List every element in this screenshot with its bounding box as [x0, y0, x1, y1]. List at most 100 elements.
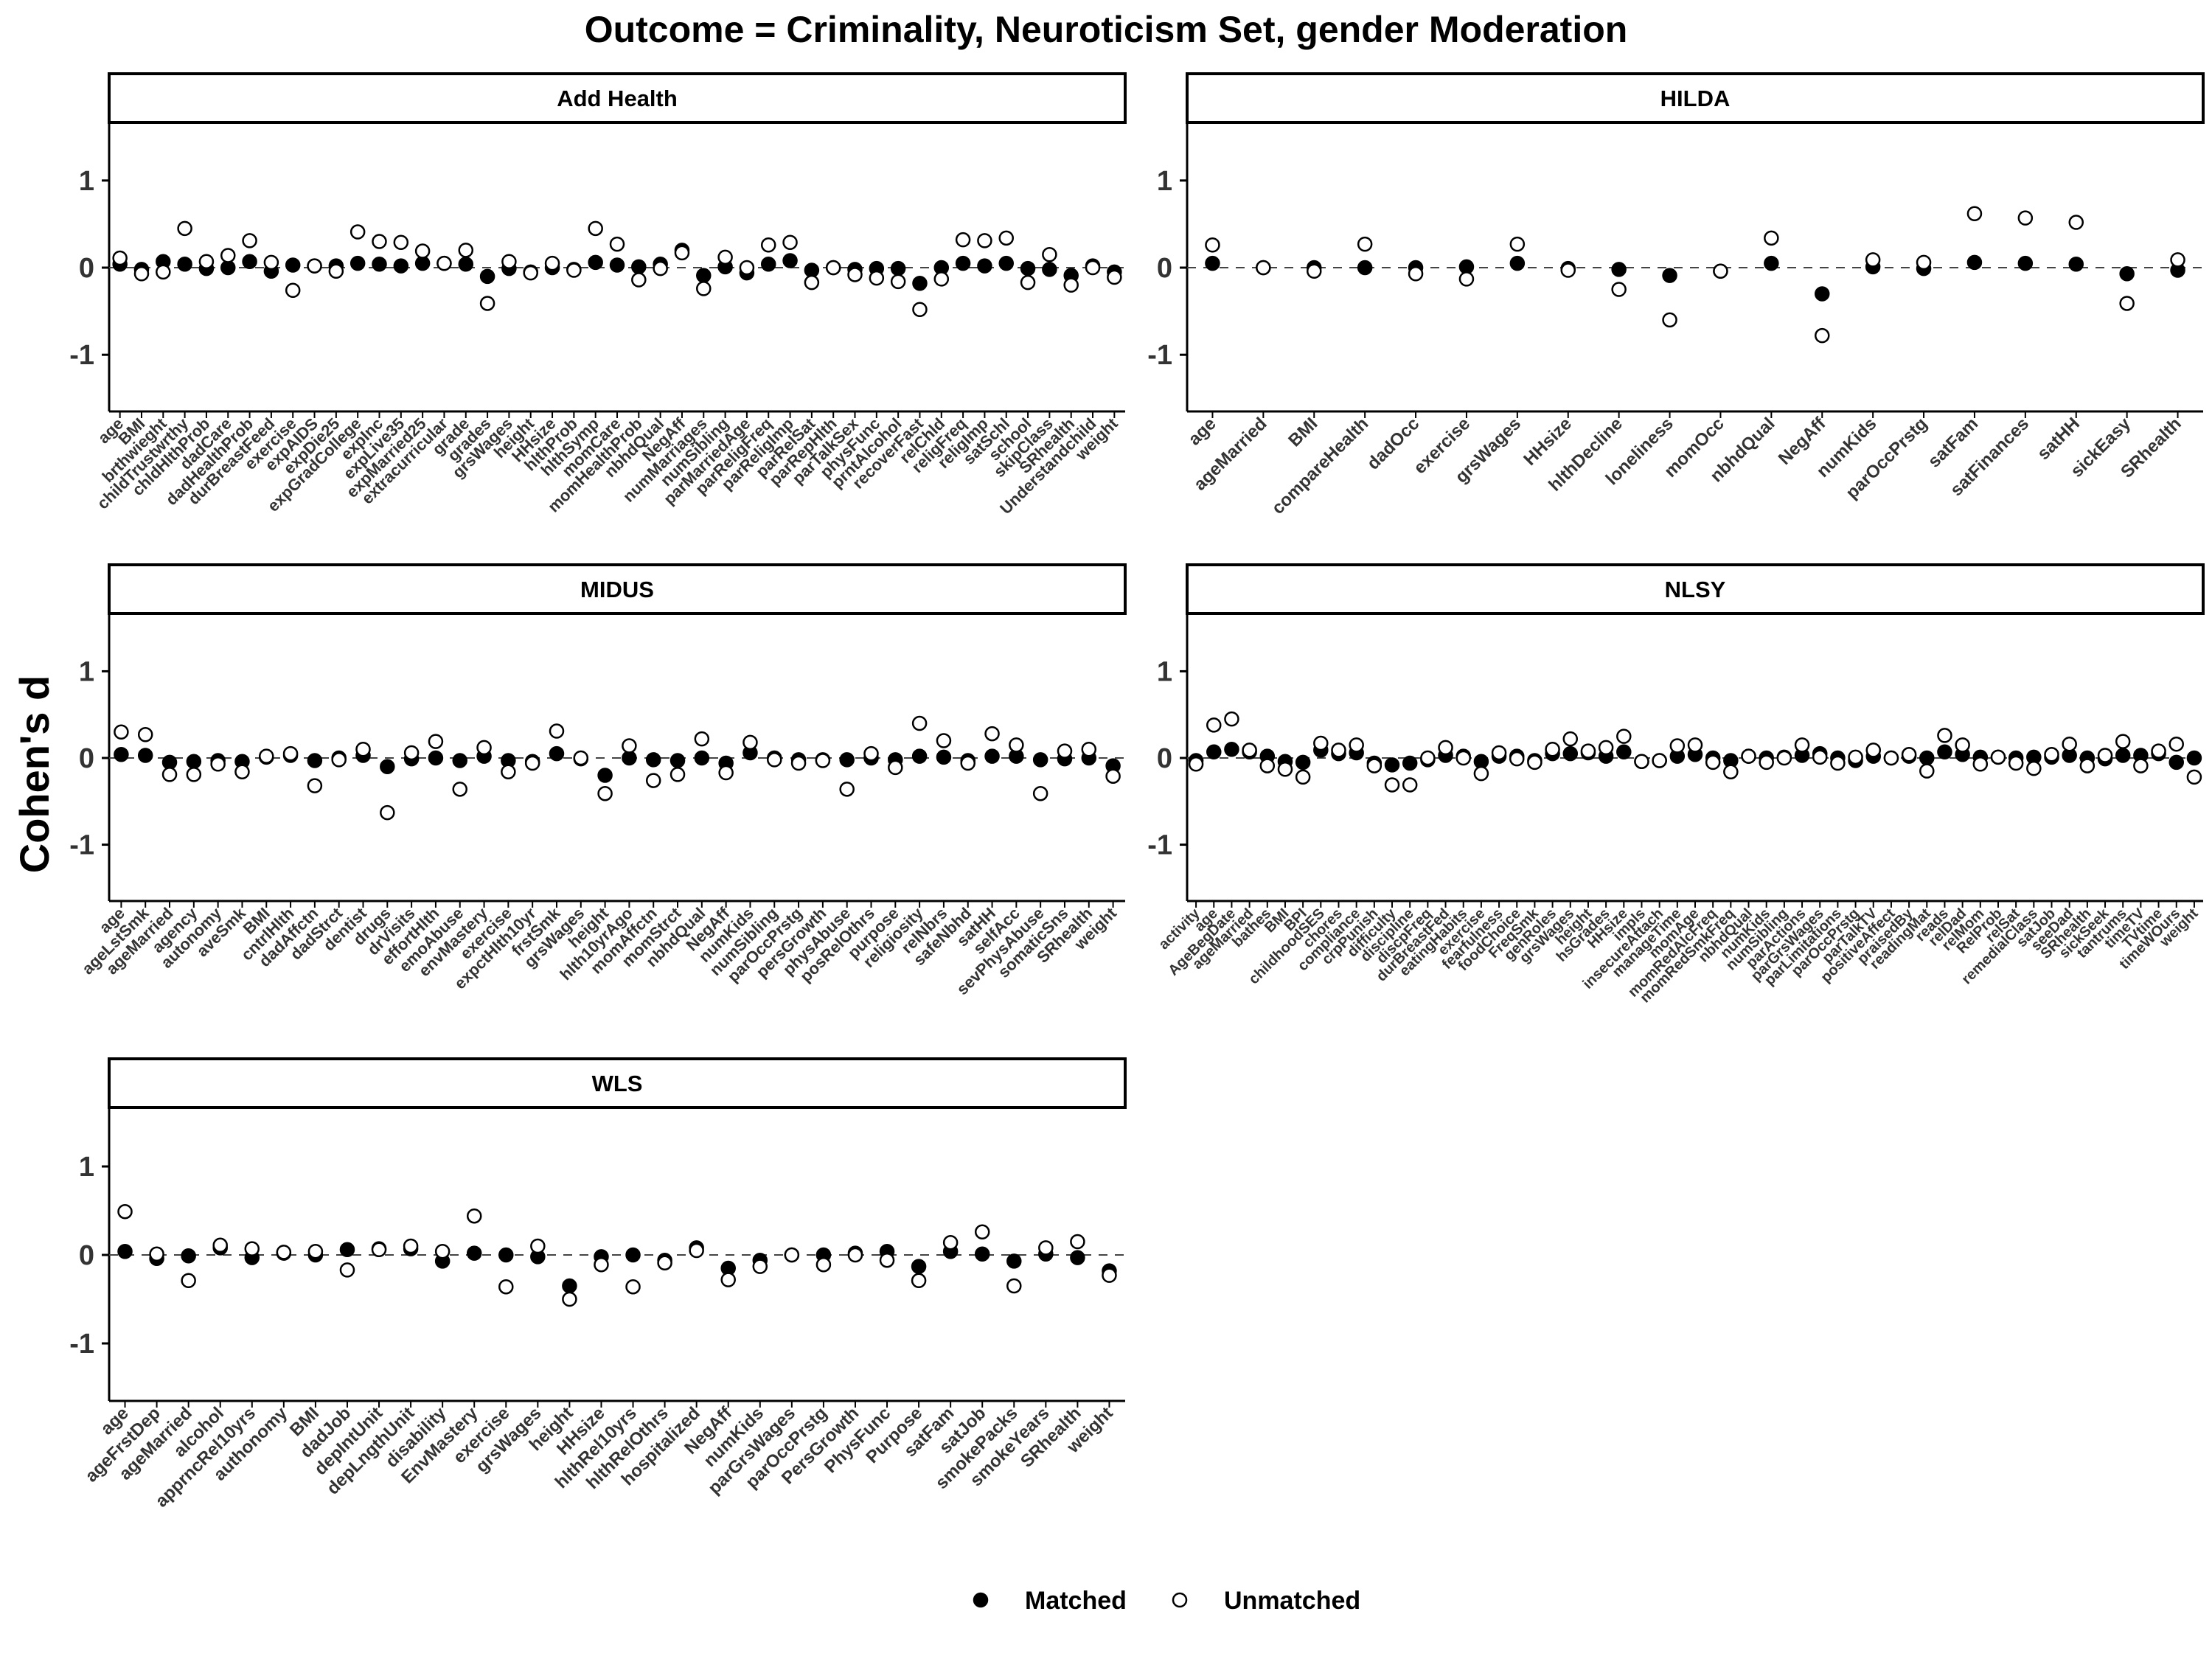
point-unmatched: [696, 281, 712, 296]
point-unmatched: [974, 1224, 990, 1240]
point-unmatched: [1883, 750, 1899, 766]
point-matched: [479, 268, 495, 285]
point-unmatched: [1107, 269, 1122, 285]
point-matched: [114, 747, 129, 762]
point-unmatched: [1865, 252, 1881, 268]
point-unmatched: [1070, 1234, 1085, 1250]
point-unmatched: [1764, 230, 1779, 246]
point-unmatched: [1815, 327, 1830, 344]
point-unmatched: [1580, 743, 1596, 759]
point-unmatched: [307, 778, 323, 793]
point-matched: [307, 753, 323, 768]
point-unmatched: [1687, 737, 1703, 753]
y-tick-label: 0: [1157, 253, 1172, 284]
point-unmatched: [112, 250, 128, 266]
point-unmatched: [815, 1256, 832, 1273]
point-unmatched: [933, 271, 950, 287]
y-tick-label: 0: [1157, 743, 1172, 774]
point-matched: [631, 259, 647, 275]
point-matched: [911, 748, 928, 764]
point-unmatched: [2186, 769, 2202, 785]
point-unmatched: [1776, 750, 1792, 766]
point-unmatched: [428, 734, 444, 749]
y-tick-label: -1: [1147, 340, 1172, 371]
y-axis-label: Cohen's d: [11, 675, 58, 873]
y-tick-label: -1: [1147, 830, 1172, 861]
point-unmatched: [1366, 758, 1382, 773]
point-unmatched: [133, 266, 150, 282]
point-unmatched: [1357, 236, 1373, 252]
point-unmatched: [594, 1256, 609, 1273]
point-matched: [1020, 260, 1036, 276]
point-matched: [1042, 262, 1057, 277]
y-tick-label: 1: [79, 166, 94, 197]
point-unmatched: [1420, 750, 1436, 766]
y-tick-label: 1: [79, 1152, 94, 1183]
point-unmatched: [177, 220, 192, 237]
point-matched: [645, 752, 661, 768]
panel-strip: [108, 72, 1127, 124]
point-unmatched: [156, 264, 171, 280]
point-unmatched: [220, 248, 236, 263]
point-unmatched: [1491, 745, 1507, 761]
point-unmatched: [349, 224, 366, 240]
legend-label: Unmatched: [1224, 1587, 1360, 1615]
point-matched: [242, 254, 257, 269]
panel-wls: WLS-101ageageFrstDepageMarriedalcoholapp…: [69, 1057, 1127, 1512]
x-tick-label: compareHealth: [1268, 414, 1373, 518]
point-unmatched: [2044, 747, 2059, 762]
point-matched: [1224, 741, 1239, 757]
point-unmatched: [815, 753, 831, 768]
y-tick-label: 1: [1157, 656, 1172, 687]
point-unmatched: [1966, 206, 1983, 221]
point-matched: [625, 1247, 641, 1263]
point-matched: [597, 768, 613, 783]
point-unmatched: [998, 230, 1014, 246]
point-matched: [1937, 744, 1952, 760]
point-matched: [349, 255, 366, 271]
panel-strip: [108, 563, 1127, 615]
point-unmatched: [1741, 748, 1756, 764]
point-unmatched: [1438, 740, 1453, 756]
point-unmatched: [879, 1252, 895, 1268]
point-matched: [998, 255, 1014, 271]
point-matched: [117, 1243, 133, 1259]
point-matched: [177, 257, 192, 272]
y-tick-label: 0: [79, 1240, 94, 1271]
point-unmatched: [234, 764, 250, 780]
point-unmatched: [784, 1247, 800, 1263]
point-matched: [1070, 1250, 1085, 1265]
point-unmatched: [1063, 277, 1079, 293]
point-matched: [911, 1259, 927, 1274]
point-unmatched: [1598, 740, 1614, 756]
point-unmatched: [2079, 758, 2096, 773]
point-unmatched: [863, 745, 879, 762]
y-tick-label: 1: [1157, 166, 1172, 197]
point-unmatched: [1256, 260, 1271, 276]
x-tick-label: age: [1184, 414, 1220, 449]
point-unmatched: [501, 764, 516, 780]
point-matched: [974, 1246, 990, 1262]
point-unmatched: [1652, 753, 1667, 768]
point-matched: [890, 260, 906, 276]
point-unmatched: [955, 232, 971, 248]
point-unmatched: [645, 773, 661, 788]
point-unmatched: [403, 1238, 419, 1254]
point-unmatched: [1955, 737, 1970, 753]
point-unmatched: [307, 1243, 324, 1259]
point-matched: [1611, 262, 1627, 277]
y-tick-label: -1: [69, 340, 94, 371]
point-matched: [912, 276, 928, 291]
point-unmatched: [1509, 751, 1525, 767]
point-unmatched: [689, 1242, 704, 1259]
panel-midus: MIDUS-101ageageLstSmkageMarriedagencyaut…: [69, 563, 1127, 998]
point-unmatched: [331, 752, 347, 768]
x-tick-label: satHH: [2034, 414, 2084, 464]
point-unmatched: [1206, 717, 1222, 733]
point-unmatched: [1085, 260, 1101, 276]
point-unmatched: [137, 727, 153, 742]
point-unmatched: [244, 1241, 260, 1256]
panel-title: Add Health: [557, 86, 678, 111]
point-unmatched: [1616, 728, 1632, 744]
point-unmatched: [1937, 728, 1952, 743]
